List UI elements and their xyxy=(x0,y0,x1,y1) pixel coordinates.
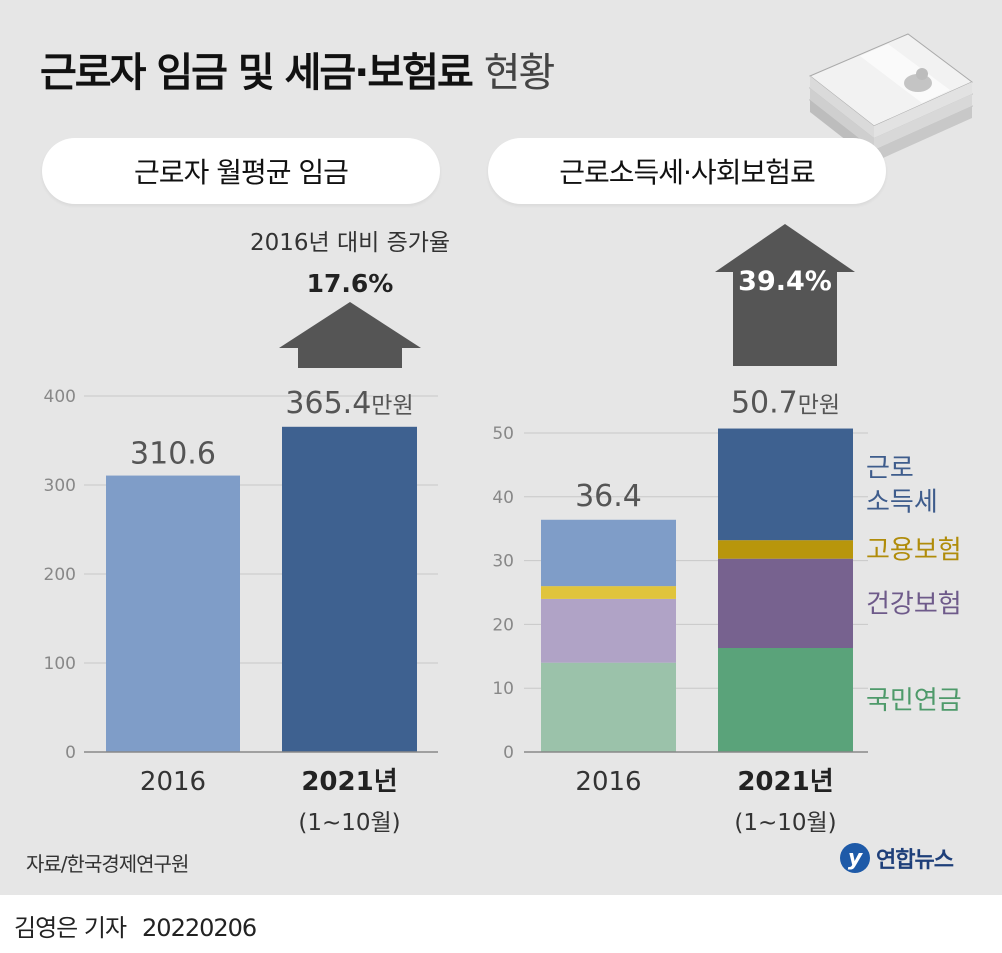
byline: 김영은 기자 20220206 xyxy=(14,908,257,943)
right-x-tick-label: 2016 xyxy=(575,767,641,797)
right-growth-annotation-value: 39.4% xyxy=(738,266,832,297)
left-x-tick-label: 2016 xyxy=(140,767,206,797)
right-stack-segment xyxy=(718,648,853,752)
right-series-label: 고용보험 xyxy=(866,535,962,565)
left-growth-annotation-value: 17.6% xyxy=(307,269,394,298)
source-note: 자료/한국경제연구원 xyxy=(26,852,189,876)
right-x-tick-sublabel: (1~10월) xyxy=(734,810,836,836)
left-bar-value-label: 365.4만원 xyxy=(285,386,413,421)
left-y-tick-label: 400 xyxy=(44,387,76,407)
left-bar-value-label: 310.6 xyxy=(130,437,216,472)
right-stack-segment xyxy=(541,519,676,587)
right-series-label: 국민연금 xyxy=(866,686,962,716)
right-growth-arrow xyxy=(715,224,855,366)
right-y-tick-label: 40 xyxy=(492,488,514,508)
left-bar-2016 xyxy=(106,475,240,752)
left-y-tick-label: 100 xyxy=(44,654,76,674)
left-y-tick-label: 200 xyxy=(44,565,76,585)
reporter-name: 김영은 기자 xyxy=(14,914,127,942)
right-y-tick-label: 30 xyxy=(492,552,514,572)
left-x-tick-label: 2021년 xyxy=(301,767,397,797)
right-stack-segment xyxy=(541,586,676,599)
main-title: 근로자 임금 및 세금·보험료 현황 xyxy=(40,40,556,98)
yonhap-logo: y 연합뉴스 xyxy=(840,838,954,878)
right-y-tick-label: 0 xyxy=(503,743,514,763)
logo-text: 연합뉴스 xyxy=(876,848,954,873)
left-growth-arrow xyxy=(279,302,421,368)
right-stack-segment xyxy=(718,540,853,559)
right-x-tick-label: 2021년 xyxy=(737,767,833,797)
left-x-tick-sublabel: (1~10월) xyxy=(298,810,400,836)
byline-date: 20220206 xyxy=(142,914,257,942)
yonhap-logo-icon: y xyxy=(840,843,870,873)
right-y-tick-label: 50 xyxy=(492,424,514,444)
money-stack-icon xyxy=(800,28,980,172)
left-y-tick-label: 300 xyxy=(44,476,76,496)
right-y-tick-label: 10 xyxy=(492,679,514,699)
right-total-label: 50.7만원 xyxy=(731,386,840,421)
right-stack-segment xyxy=(718,558,853,649)
right-y-tick-label: 20 xyxy=(492,615,514,635)
title-light-text: 현황 xyxy=(483,50,556,96)
title-bold-text: 근로자 임금 및 세금·보험료 xyxy=(40,50,474,96)
right-series-label: 건강보험 xyxy=(866,589,962,619)
right-stack-segment xyxy=(718,428,853,541)
left-bar-2021년 xyxy=(282,426,417,752)
left-y-tick-label: 0 xyxy=(65,743,76,763)
right-stack-segment xyxy=(541,598,676,663)
left-chart-title: 근로자 월평균 임금 xyxy=(42,138,440,204)
footer-bar xyxy=(0,895,1002,953)
right-stack-segment xyxy=(541,662,676,752)
left-growth-annotation-label: 2016년 대비 증가율 xyxy=(250,230,450,256)
right-chart-title: 근로소득세·사회보험료 xyxy=(488,138,886,204)
right-series-label: 근로 소득세 xyxy=(866,453,938,517)
right-total-label: 36.4 xyxy=(575,479,642,514)
